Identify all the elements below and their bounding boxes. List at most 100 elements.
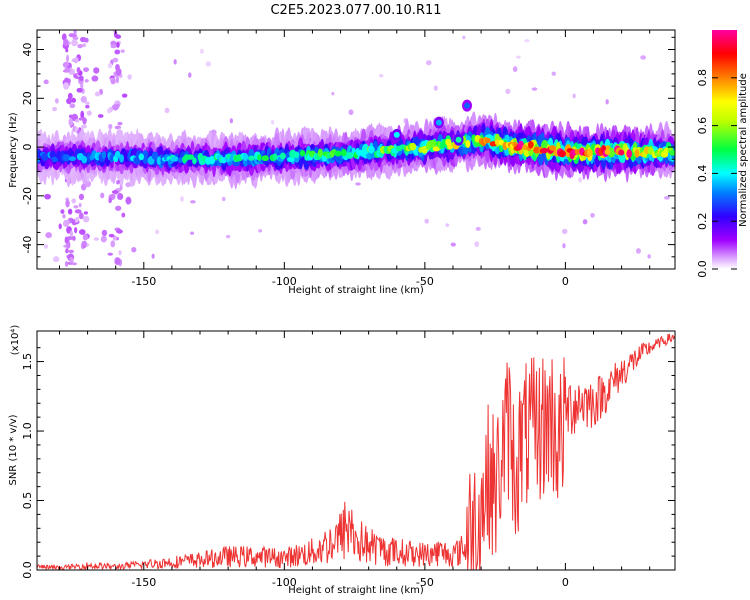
- x-tick-label: -150: [131, 275, 156, 288]
- heatmap-speckle: [636, 248, 641, 254]
- colorbar-label: Normalized spectral amplitude: [738, 73, 749, 227]
- heatmap-speckle: [67, 92, 73, 100]
- heatmap-speckle: [531, 87, 538, 91]
- heatmap-speckle: [80, 183, 87, 191]
- heatmap-speckle: [65, 248, 69, 254]
- heatmap-blob: [442, 138, 447, 147]
- heatmap-speckle: [190, 231, 195, 235]
- snr-frame: [36, 330, 676, 571]
- heatmap-speckle: [69, 103, 76, 109]
- heatmap-speckle: [72, 36, 79, 41]
- heatmap-speckle: [355, 182, 361, 186]
- spectrogram-ticks: -150 -100 -50 0 -40 -20 0 20 40: [21, 30, 675, 288]
- heatmap-speckle: [108, 197, 112, 204]
- heatmap-speckle: [78, 193, 85, 201]
- spectrogram-ylabel: Frequency (Hz): [8, 112, 19, 188]
- heatmap-blob: [465, 139, 471, 148]
- heatmap-blob: [455, 136, 462, 143]
- y-tick-label: 1.0: [21, 422, 34, 440]
- heatmap-blob: [261, 155, 269, 162]
- heatmap-blob: [626, 149, 633, 159]
- heatmap-speckle: [110, 240, 116, 248]
- y-tick-label: 1.5: [21, 353, 34, 371]
- heatmap-speckle: [74, 227, 78, 234]
- heatmap-speckle: [78, 202, 82, 208]
- heatmap-blob: [279, 152, 286, 160]
- heatmap-speckle: [117, 121, 123, 126]
- heatmap-speckle: [100, 192, 105, 199]
- heatmap-speckle: [188, 72, 192, 78]
- heatmap-blob: [634, 149, 640, 158]
- heatmap-speckle: [107, 108, 112, 114]
- heatmap-speckle: [101, 229, 108, 237]
- heatmap-blob: [257, 154, 262, 161]
- heatmap-speckle: [97, 114, 104, 118]
- heatmap-speckle: [111, 190, 119, 194]
- heatmap-blob: [177, 157, 184, 164]
- heatmap-blob: [393, 131, 400, 138]
- heatmap-speckle: [114, 257, 121, 266]
- heatmap-speckle: [125, 182, 131, 188]
- heatmap-speckle: [72, 235, 76, 241]
- heatmap-speckle: [52, 106, 58, 112]
- heatmap-speckle: [331, 91, 335, 96]
- y-tick-label: 40: [21, 43, 34, 57]
- heatmap-speckle: [62, 214, 66, 219]
- x-tick-label: 0: [562, 576, 569, 589]
- colorbar-tick-label: 0.4: [696, 165, 709, 183]
- heatmap-speckle: [82, 233, 89, 241]
- heatmap-speckle: [65, 199, 70, 208]
- y-tick-label: -40: [21, 236, 34, 254]
- heatmap-speckle: [108, 123, 113, 130]
- heatmap-speckle: [199, 48, 204, 54]
- heatmap-speckle: [73, 205, 79, 209]
- heatmap-speckle: [115, 205, 122, 211]
- heatmap-speckle: [433, 85, 438, 91]
- heatmap-speckle: [270, 119, 275, 125]
- heatmap-blob: [334, 150, 342, 157]
- heatmap-speckle: [84, 37, 89, 43]
- heatmap-speckle: [605, 99, 609, 105]
- heatmap-speckle: [68, 33, 75, 38]
- heatmap-speckle: [43, 243, 48, 249]
- heatmap-blob: [114, 150, 121, 159]
- heatmap-speckle: [120, 49, 125, 53]
- heatmap-blob: [669, 149, 675, 156]
- snr-series-line: [37, 333, 675, 570]
- heatmap-blob: [186, 154, 195, 160]
- colorbar-tick-label: 0.2: [696, 212, 709, 230]
- heatmap-speckle: [74, 217, 79, 223]
- heatmap-blob: [435, 119, 442, 126]
- heatmap-speckle: [516, 55, 521, 59]
- heatmap-speckle: [94, 91, 101, 97]
- heatmap-speckle: [61, 33, 67, 41]
- heatmap-blob: [548, 145, 557, 151]
- heatmap-speckle: [107, 62, 113, 69]
- heatmap-speckle: [115, 34, 122, 39]
- heatmap-blob: [464, 102, 471, 109]
- heatmap-blob: [299, 150, 306, 157]
- heatmap-speckle: [640, 55, 647, 60]
- heatmap-speckle: [83, 67, 90, 73]
- heatmap-speckle: [424, 218, 429, 224]
- heatmap-blob: [409, 142, 417, 151]
- heatmap-speckle: [561, 228, 568, 234]
- heatmap-speckle: [173, 59, 177, 65]
- heatmap-speckle: [86, 110, 92, 116]
- heatmap-speckle: [74, 57, 79, 63]
- heatmap-speckle: [221, 196, 226, 202]
- heatmap-speckle: [425, 60, 432, 66]
- heatmap-speckle: [121, 93, 128, 98]
- heatmap-speckle: [93, 237, 100, 241]
- x-tick-label: -100: [272, 576, 297, 589]
- heatmap-speckle: [76, 87, 83, 93]
- heatmap-blob: [604, 149, 611, 155]
- heatmap-speckle: [68, 249, 74, 254]
- spectrogram-frame: [36, 29, 676, 270]
- heatmap-speckle: [116, 103, 120, 108]
- heatmap-speckle: [474, 241, 480, 248]
- heatmap-speckle: [225, 234, 231, 239]
- heatmap-blob: [607, 147, 616, 158]
- heatmap-speckle: [68, 118, 73, 126]
